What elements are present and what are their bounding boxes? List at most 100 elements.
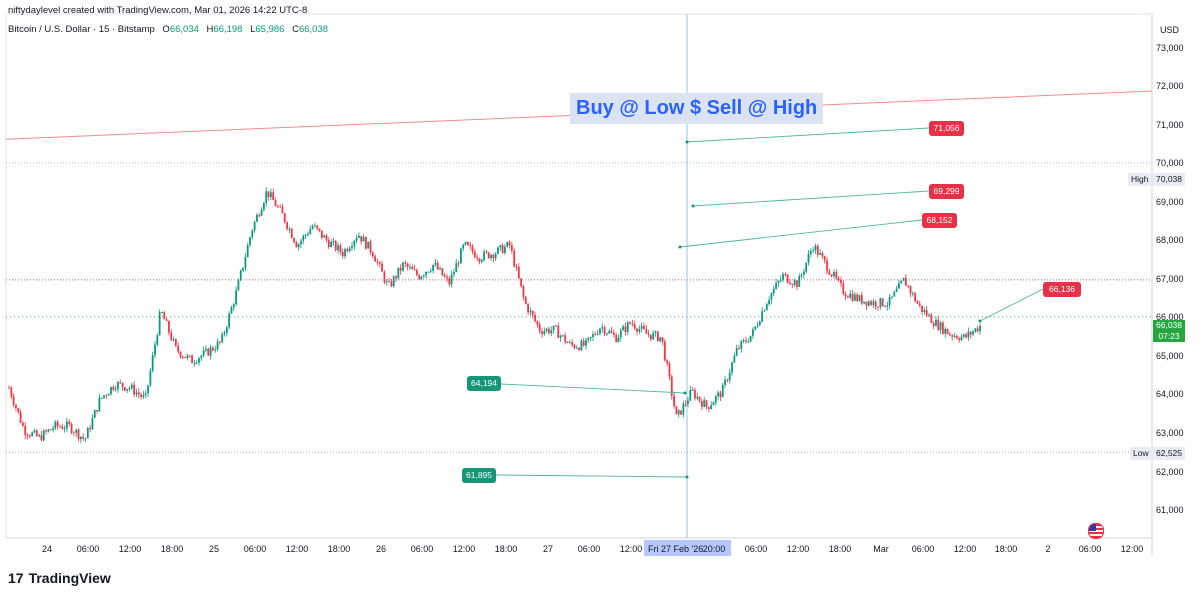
candle-body xyxy=(418,274,421,280)
candle-body xyxy=(596,333,599,335)
candle-body xyxy=(267,191,270,198)
candle-body xyxy=(612,332,615,335)
candle-body xyxy=(786,274,789,283)
candle-body xyxy=(608,331,611,334)
candle-body xyxy=(17,408,20,413)
candle-body xyxy=(768,299,771,305)
candle-body xyxy=(205,348,207,351)
buy-target-1[interactable]: 64,194 xyxy=(467,376,501,391)
symbol-legend: Bitcoin / U.S. Dollar · 15 · Bitstamp O6… xyxy=(8,24,328,35)
candle-body xyxy=(188,355,191,357)
candle-body xyxy=(497,247,499,254)
candle-body xyxy=(564,335,567,343)
candle-body xyxy=(506,242,509,247)
candle-body xyxy=(974,328,977,332)
chart-annotation-title[interactable]: Buy @ Low $ Sell @ High xyxy=(570,93,824,124)
candle-body xyxy=(223,332,226,335)
sell-target-4[interactable]: 66,136 xyxy=(1043,282,1081,297)
candle-body xyxy=(765,304,768,311)
candle-body xyxy=(446,276,448,279)
sell-connector-2 xyxy=(692,190,930,207)
candle-body xyxy=(253,221,256,231)
candle-body xyxy=(821,253,824,257)
candle-body xyxy=(874,301,877,307)
candle-body xyxy=(353,240,356,247)
buy-target-2[interactable]: 61,895 xyxy=(462,468,496,483)
us-flag-icon[interactable] xyxy=(1088,523,1104,539)
candle-body xyxy=(147,385,149,394)
candle-body xyxy=(742,340,745,342)
candle-body xyxy=(367,241,370,249)
candle-body xyxy=(89,427,92,430)
candle-body xyxy=(654,331,657,333)
sell-target-2[interactable]: 69,299 xyxy=(929,184,964,199)
candle-body xyxy=(914,293,917,302)
sell-connector-2-dot xyxy=(691,204,695,208)
candle-body xyxy=(969,331,972,335)
price-tick: 73,000 xyxy=(1156,42,1184,53)
candle-body xyxy=(534,315,536,322)
candle-body xyxy=(663,341,666,361)
price-tick: 63,000 xyxy=(1156,427,1184,438)
candle-body xyxy=(747,341,750,343)
candle-body xyxy=(902,277,905,281)
price-tick: 69,000 xyxy=(1156,196,1184,207)
candle-body xyxy=(517,266,520,279)
candle-body xyxy=(499,245,502,248)
candle-body xyxy=(156,335,159,345)
sell-target-1[interactable]: 71,056 xyxy=(929,121,964,136)
candle-body xyxy=(466,242,469,245)
currency-label[interactable]: USD xyxy=(1160,25,1180,35)
candle-body xyxy=(15,404,17,409)
candle-body xyxy=(260,209,263,216)
candle-body xyxy=(207,348,210,356)
candle-body xyxy=(61,426,64,429)
candle-body xyxy=(668,363,671,377)
candle-body xyxy=(935,319,937,327)
current-price-value: 66,038 xyxy=(1156,320,1182,330)
candle-body xyxy=(979,325,981,332)
candle-body xyxy=(142,394,145,397)
candle-body xyxy=(191,355,193,364)
candle-body xyxy=(439,268,441,270)
candle-body xyxy=(195,362,198,364)
candle-body xyxy=(276,206,279,208)
candle-body xyxy=(568,342,571,344)
candle-body xyxy=(911,293,914,295)
candle-body xyxy=(251,230,254,238)
candle-body xyxy=(976,328,979,332)
sell-target-3[interactable]: 68,152 xyxy=(922,213,957,228)
candle-body xyxy=(450,274,453,285)
candle-body xyxy=(413,269,416,271)
candle-body xyxy=(504,246,506,254)
candle-body xyxy=(351,246,353,249)
high-tag: High xyxy=(1128,173,1152,186)
candle-body xyxy=(107,394,110,396)
candle-body xyxy=(670,376,673,396)
candle-body xyxy=(52,428,54,430)
candle-body xyxy=(951,335,954,337)
candle-body xyxy=(622,326,625,331)
candle-body xyxy=(837,278,840,280)
candle-body xyxy=(962,334,965,337)
candle-body xyxy=(573,344,576,349)
candle-body xyxy=(409,266,411,268)
candle-body xyxy=(879,298,882,308)
candle-body xyxy=(909,286,912,294)
candle-body xyxy=(218,341,221,343)
candle-body xyxy=(24,425,27,436)
tradingview-logo[interactable]: 17 TradingView xyxy=(8,570,111,586)
candle-body xyxy=(955,335,958,339)
candle-body xyxy=(249,237,251,246)
candle-body xyxy=(636,328,638,332)
candle-body xyxy=(589,337,592,339)
candle-body xyxy=(93,410,96,418)
candle-body xyxy=(740,341,743,349)
candle-body xyxy=(939,322,942,330)
candle-body xyxy=(923,310,926,313)
candle-body xyxy=(415,270,418,275)
candle-body xyxy=(659,337,662,342)
candle-body xyxy=(893,291,896,297)
candle-body xyxy=(172,339,175,341)
